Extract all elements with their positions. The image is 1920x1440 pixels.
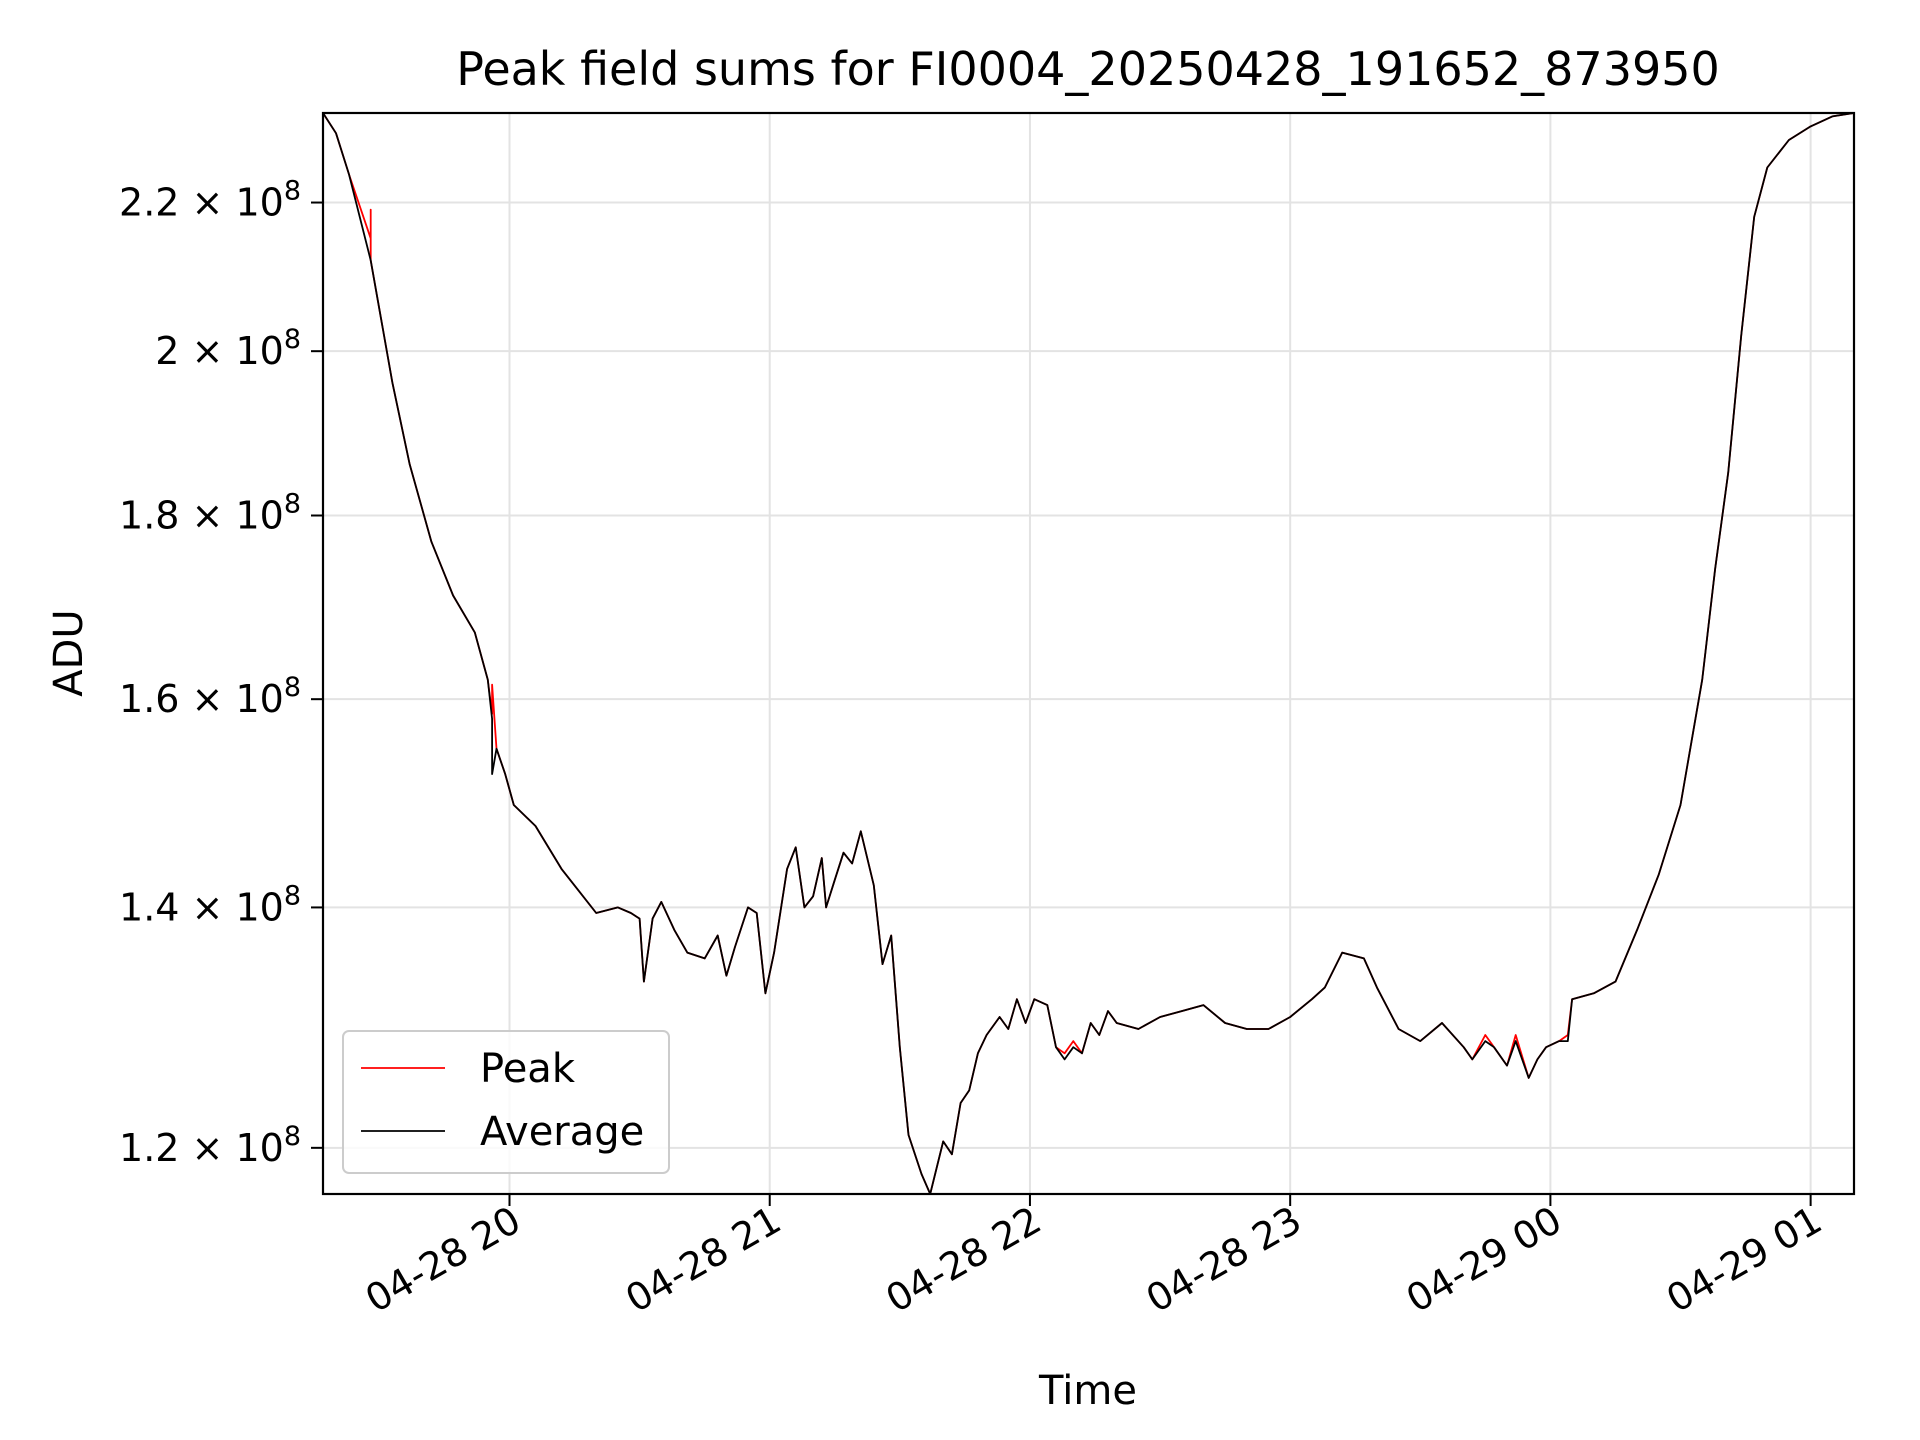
y-tick-label: 1.6 × 108 bbox=[119, 672, 301, 721]
y-tick-exponent: 8 bbox=[284, 1121, 301, 1152]
y-tick-exponent: 8 bbox=[284, 324, 301, 355]
y-tick-label: 2.2 × 108 bbox=[119, 176, 301, 225]
y-tick-times-sign: × 10 bbox=[179, 181, 283, 225]
y-tick-exponent: 8 bbox=[284, 488, 301, 519]
legend-peak-label: Peak bbox=[480, 1046, 576, 1092]
y-tick-mantissa: 1.8 bbox=[119, 493, 179, 537]
y-axis-label: ADU bbox=[46, 609, 92, 696]
y-tick-times-sign: × 10 bbox=[179, 329, 283, 373]
legend-box bbox=[342, 1030, 670, 1174]
y-tick-label: 1.4 × 108 bbox=[119, 880, 301, 929]
y-tick-times-sign: × 10 bbox=[179, 885, 283, 929]
y-tick-label: 1.8 × 108 bbox=[119, 488, 301, 537]
y-tick-times-sign: × 10 bbox=[179, 677, 283, 721]
chart-title: Peak field sums for FI0004_20250428_1916… bbox=[456, 42, 1720, 96]
legend: Peak Average bbox=[342, 1030, 670, 1174]
series-line-average bbox=[323, 113, 1854, 1194]
legend-average-label: Average bbox=[480, 1109, 644, 1155]
y-tick-mantissa: 2 bbox=[155, 329, 179, 373]
y-tick-exponent: 8 bbox=[284, 880, 301, 911]
y-tick-mantissa: 1.4 bbox=[119, 885, 179, 929]
x-axis-label: Time bbox=[1038, 1368, 1137, 1414]
plot-area bbox=[323, 113, 1854, 1194]
y-tick-times-sign: × 10 bbox=[179, 493, 283, 537]
y-tick-mantissa: 1.6 bbox=[119, 677, 179, 721]
y-tick-times-sign: × 10 bbox=[179, 1126, 283, 1170]
y-tick-mantissa: 2.2 bbox=[119, 181, 179, 225]
y-tick-exponent: 8 bbox=[284, 672, 301, 703]
y-tick-label: 1.2 × 108 bbox=[119, 1121, 301, 1170]
y-tick-label: 2 × 108 bbox=[155, 324, 301, 373]
y-tick-exponent: 8 bbox=[284, 176, 301, 207]
grid bbox=[323, 113, 1854, 1194]
y-tick-mantissa: 1.2 bbox=[119, 1126, 179, 1170]
axes-frame bbox=[321, 111, 1856, 1196]
